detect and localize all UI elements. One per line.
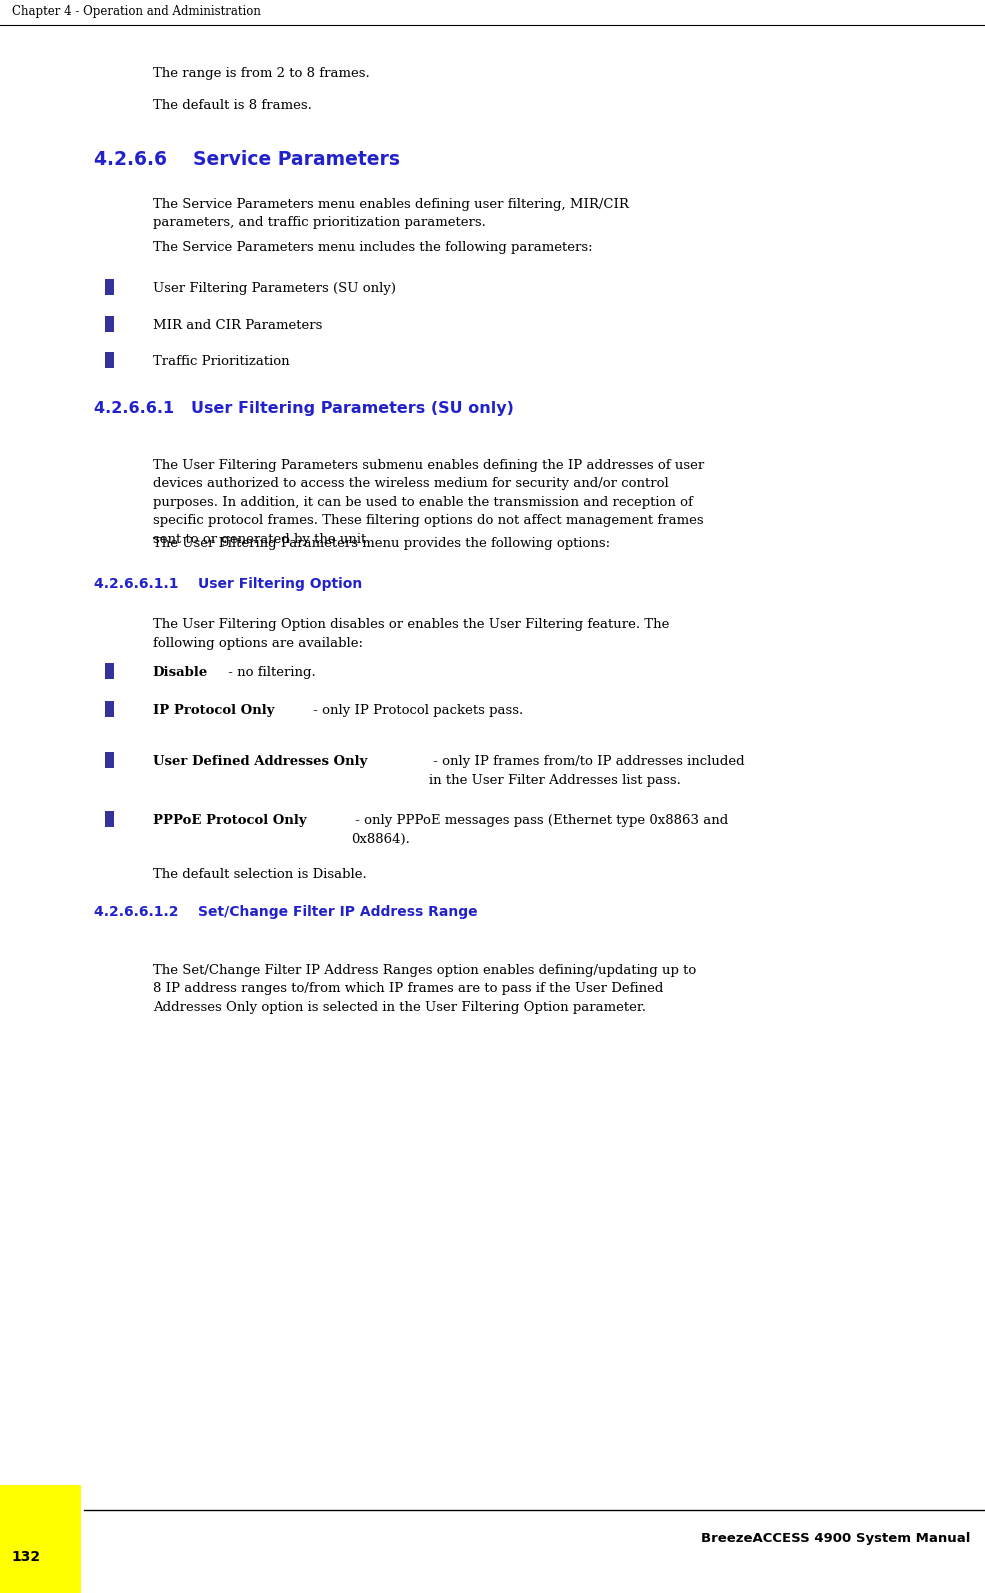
Text: The Service Parameters menu enables defining user filtering, MIR/CIR
parameters,: The Service Parameters menu enables defi… — [153, 198, 628, 229]
Text: MIR and CIR Parameters: MIR and CIR Parameters — [153, 319, 322, 331]
FancyBboxPatch shape — [105, 752, 114, 768]
Text: - no filtering.: - no filtering. — [224, 666, 316, 679]
Text: 132: 132 — [12, 1550, 41, 1564]
Text: The Set/Change Filter IP Address Ranges option enables defining/updating up to
8: The Set/Change Filter IP Address Ranges … — [153, 964, 696, 1013]
Text: PPPoE Protocol Only: PPPoE Protocol Only — [153, 814, 306, 827]
Text: IP Protocol Only: IP Protocol Only — [153, 704, 274, 717]
Text: The Service Parameters menu includes the following parameters:: The Service Parameters menu includes the… — [153, 241, 592, 253]
Text: The default selection is Disable.: The default selection is Disable. — [153, 868, 366, 881]
Text: User Filtering Parameters (SU only): User Filtering Parameters (SU only) — [153, 282, 396, 295]
Text: - only IP Protocol packets pass.: - only IP Protocol packets pass. — [309, 704, 524, 717]
FancyBboxPatch shape — [105, 315, 114, 331]
Text: The range is from 2 to 8 frames.: The range is from 2 to 8 frames. — [153, 67, 369, 80]
FancyBboxPatch shape — [105, 279, 114, 295]
Text: Traffic Prioritization: Traffic Prioritization — [153, 355, 290, 368]
Text: BreezeACCESS 4900 System Manual: BreezeACCESS 4900 System Manual — [701, 1532, 970, 1545]
Text: 4.2.6.6.1   User Filtering Parameters (SU only): 4.2.6.6.1 User Filtering Parameters (SU … — [94, 401, 513, 416]
Text: The User Filtering Option disables or enables the User Filtering feature. The
fo: The User Filtering Option disables or en… — [153, 618, 669, 650]
Text: - only IP frames from/to IP addresses included
in the User Filter Addresses list: - only IP frames from/to IP addresses in… — [429, 755, 745, 787]
FancyBboxPatch shape — [105, 811, 114, 827]
Text: - only PPPoE messages pass (Ethernet type 0x8863 and
0x8864).: - only PPPoE messages pass (Ethernet typ… — [351, 814, 728, 846]
Text: 4.2.6.6.1.1    User Filtering Option: 4.2.6.6.1.1 User Filtering Option — [94, 577, 361, 591]
Text: The User Filtering Parameters submenu enables defining the IP addresses of user
: The User Filtering Parameters submenu en… — [153, 459, 704, 546]
FancyBboxPatch shape — [105, 701, 114, 717]
FancyBboxPatch shape — [105, 352, 114, 368]
Text: User Defined Addresses Only: User Defined Addresses Only — [153, 755, 367, 768]
FancyBboxPatch shape — [105, 663, 114, 679]
Text: 4.2.6.6.1.2    Set/Change Filter IP Address Range: 4.2.6.6.1.2 Set/Change Filter IP Address… — [94, 905, 477, 919]
Text: Chapter 4 - Operation and Administration: Chapter 4 - Operation and Administration — [12, 5, 261, 18]
Text: Disable: Disable — [153, 666, 208, 679]
Text: The default is 8 frames.: The default is 8 frames. — [153, 99, 311, 112]
FancyBboxPatch shape — [0, 1485, 81, 1593]
Text: 4.2.6.6    Service Parameters: 4.2.6.6 Service Parameters — [94, 150, 400, 169]
Text: The User Filtering Parameters menu provides the following options:: The User Filtering Parameters menu provi… — [153, 537, 610, 550]
